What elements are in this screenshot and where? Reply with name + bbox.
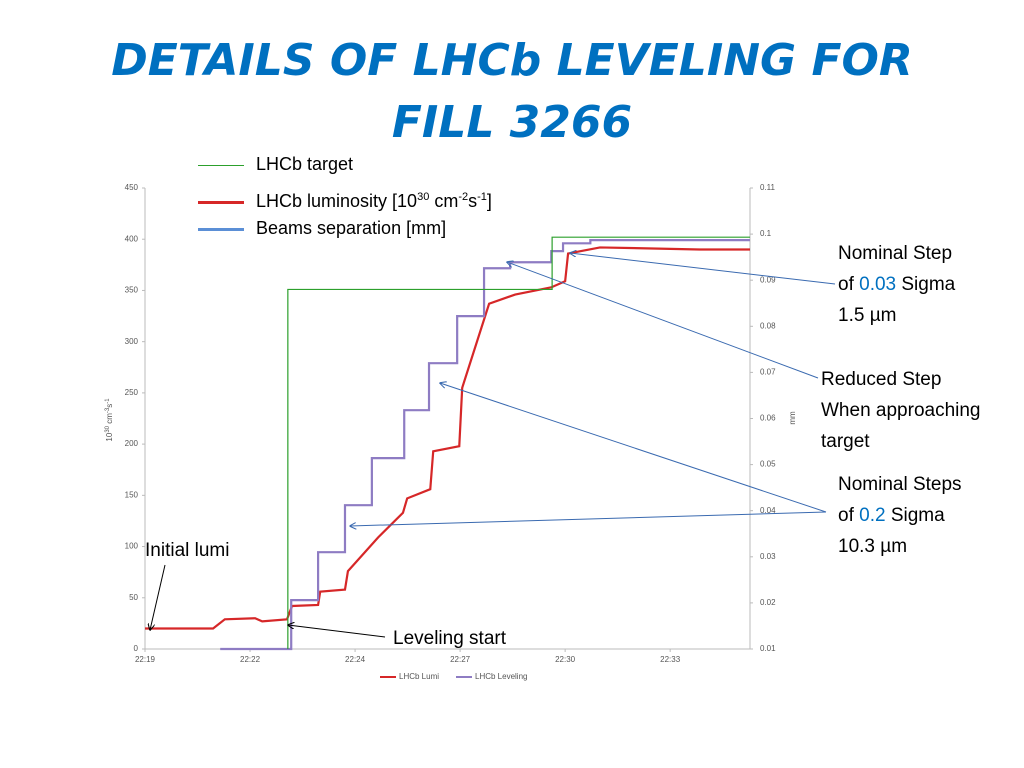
- arrow: [570, 253, 836, 285]
- x-tick-label: 22:19: [135, 655, 156, 664]
- annotation-text: Sigma: [896, 274, 956, 295]
- y2-tick-label: 0.05: [760, 460, 776, 469]
- y-tick-label: 50: [129, 593, 138, 602]
- arrow: [288, 625, 386, 638]
- arrow: [150, 564, 166, 630]
- legend-swatch: [198, 164, 244, 166]
- data-line: [220, 238, 750, 651]
- y2-tick-label: 0.09: [760, 275, 776, 284]
- title-line: DETAILS OF LHCb LEVELING FOR: [111, 35, 913, 86]
- y-axis-label-part: -1: [105, 398, 111, 404]
- y-tick-label: 100: [125, 542, 139, 551]
- annotation: Nominal Step of 0.03 Sigma 1.5 µm: [838, 238, 955, 331]
- y-axis-label-part: 30: [105, 425, 111, 432]
- annotation-text: target: [821, 431, 870, 452]
- y-axis-label: 1030 cm-3s-1: [105, 398, 115, 442]
- legend-label: LHCb Lumi: [399, 672, 439, 681]
- annotation-text: of: [838, 274, 860, 295]
- x-tick-label: 22:27: [450, 655, 471, 664]
- legend-text: cm: [429, 191, 459, 211]
- x-tick-label: 22:24: [345, 655, 366, 664]
- annotation-value: 0.03: [859, 274, 897, 295]
- y2-tick-label: 0.04: [760, 506, 776, 515]
- y-tick-label: 150: [125, 490, 139, 499]
- y-tick-label: 300: [125, 337, 139, 346]
- legend-text: -1: [477, 191, 487, 203]
- y-axis-label-part: cm: [105, 413, 114, 426]
- annotation-text: 1.5 µm: [838, 305, 897, 326]
- arrow: [507, 262, 819, 379]
- legend-swatch: [198, 227, 244, 231]
- arrow: [350, 511, 827, 526]
- y2-tick-label: 0.11: [760, 183, 776, 192]
- annotation-value: 0.2: [859, 505, 886, 526]
- legend-text: s: [468, 191, 478, 211]
- y-tick-label: 200: [125, 439, 139, 448]
- legend-text: LHCb target: [256, 154, 354, 174]
- y2-tick-label: 0.03: [760, 552, 776, 561]
- title: DETAILS OF LHCb LEVELING FOR FILL 3266: [0, 30, 1024, 154]
- annotation: Reduced Step When approaching target: [821, 364, 981, 457]
- annotation-text: 10.3 µm: [838, 536, 908, 557]
- y-tick-label: 450: [125, 183, 139, 192]
- y2-tick-label: 0.08: [760, 321, 776, 330]
- y2-tick-label: 0.06: [760, 414, 776, 423]
- data-line: [287, 236, 750, 649]
- legend-label: LHCb Leveling: [475, 672, 527, 681]
- legend-entry: LHCb luminosity [1030 cm-2s-1]: [198, 187, 492, 211]
- y-axis-label-part: 10: [105, 432, 114, 441]
- annotation-text: Nominal Steps: [838, 474, 962, 495]
- annotation-text: When approaching: [821, 400, 981, 421]
- y-axis-label-part: -3: [105, 407, 111, 413]
- x-tick-label: 22:22: [240, 655, 261, 664]
- annotation-text: of: [838, 505, 860, 526]
- y2-tick-label: 0.07: [760, 368, 776, 377]
- y2-axis-label: mm: [788, 411, 797, 425]
- annotation-text: Nominal Step: [838, 243, 953, 264]
- y-tick-label: 400: [125, 234, 139, 243]
- annotation-line: of 0.03 Sigma: [838, 269, 955, 300]
- legend-swatch: [198, 200, 244, 204]
- y-tick-label: 250: [125, 388, 139, 397]
- y-tick-label: 350: [125, 286, 139, 295]
- legend-text: Beams separation [mm]: [256, 218, 447, 238]
- legend-text: LHCb luminosity [10: [256, 191, 418, 211]
- x-tick-label: 22:30: [555, 655, 576, 664]
- x-tick-label: 22:33: [660, 655, 681, 664]
- annotation: Nominal Steps of 0.2 Sigma 10.3 µm: [838, 469, 962, 562]
- annotation-line: of 0.2 Sigma: [838, 500, 962, 531]
- arrow: [440, 383, 827, 513]
- title-line: FILL 3266: [391, 97, 633, 148]
- y-axis-label-part: s: [105, 404, 114, 408]
- annotation-text: Leveling start: [393, 628, 507, 649]
- legend-text: -2: [458, 191, 469, 203]
- y2-tick-label: 0.1: [760, 229, 772, 238]
- annotation-text: Sigma: [885, 505, 945, 526]
- annotation-text: Initial lumi: [145, 540, 230, 561]
- legend-text: ]: [486, 191, 492, 211]
- y-tick-label: 0: [134, 644, 139, 653]
- y2-tick-label: 0.02: [760, 598, 776, 607]
- y2-tick-label: 0.01: [760, 644, 776, 653]
- legend-entry: Beams separation [mm]: [198, 218, 446, 238]
- legend-text: 30: [417, 191, 430, 203]
- legend-entry: LHCb target: [198, 154, 353, 174]
- annotation-text: Reduced Step: [821, 369, 942, 390]
- data-line: [145, 246, 750, 630]
